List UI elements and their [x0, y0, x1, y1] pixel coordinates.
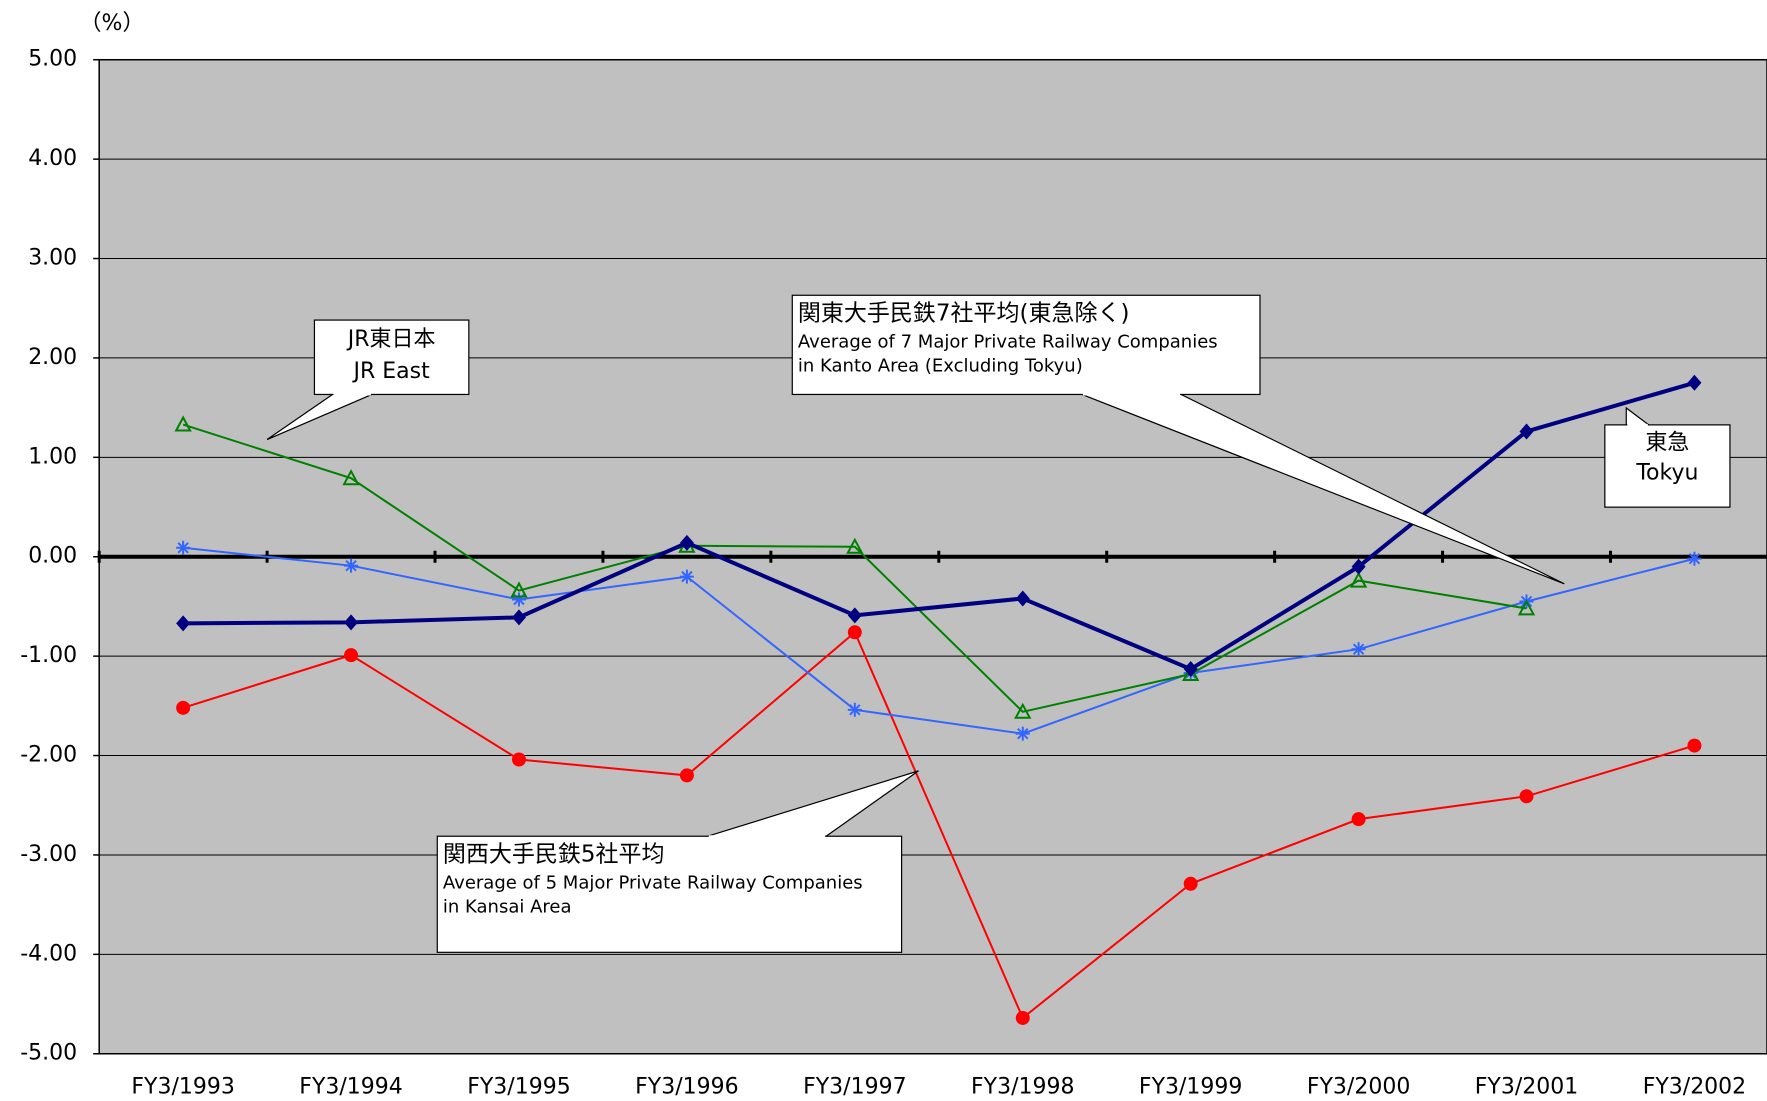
series-line	[183, 380, 1695, 672]
y-tick-label: -2.00	[20, 743, 77, 768]
series-line	[182, 630, 1695, 1020]
point	[1183, 661, 1198, 678]
point-stroke	[1017, 727, 1029, 740]
point	[1015, 726, 1030, 741]
callout-text: in Kanto Area (Excluding Tokyu)	[798, 355, 1083, 376]
series-line	[183, 546, 1695, 735]
callout-title: JR東日本	[346, 327, 436, 352]
point	[344, 614, 359, 631]
point	[176, 700, 191, 715]
point	[1349, 571, 1368, 588]
x-tick-label: FY3/1994	[299, 1075, 403, 1100]
point	[1687, 551, 1702, 566]
callout-text: Tokyu	[1635, 460, 1698, 485]
callout-box	[313, 319, 470, 396]
x-tick-label: FY3/1995	[467, 1075, 571, 1100]
point	[510, 581, 528, 598]
point	[847, 607, 862, 624]
y-tick-label: -1.00	[20, 643, 77, 668]
point	[1517, 599, 1536, 616]
y-tick-label: 0.00	[28, 544, 77, 569]
callout-box	[791, 294, 1261, 396]
point	[679, 768, 694, 783]
y-tick-label: -3.00	[20, 842, 77, 867]
x-tick-label: FY3/1993	[131, 1075, 235, 1100]
point	[1351, 642, 1366, 657]
point-stroke	[849, 704, 861, 716]
callout-text: in Kansai Area	[443, 896, 572, 917]
point-stroke	[1352, 643, 1365, 655]
callout-title: 関西大手民鉄5社平均	[443, 841, 665, 867]
point	[344, 558, 359, 573]
callout-text: Average of 5 Major Private Railway Compa…	[443, 872, 863, 893]
point	[679, 569, 694, 584]
point	[1351, 558, 1366, 575]
point	[1351, 812, 1366, 827]
point	[846, 537, 864, 554]
point	[342, 469, 360, 486]
callout-title: 関東大手民鉄7社平均(東急除く)	[798, 300, 1130, 326]
y-tick-label: 3.00	[28, 246, 77, 271]
callout-title: 東急	[1645, 430, 1689, 455]
point	[511, 752, 526, 767]
point	[1015, 1010, 1030, 1025]
point	[511, 609, 526, 626]
callout-box	[436, 835, 903, 953]
point	[1183, 876, 1198, 891]
point	[847, 625, 862, 640]
point	[1687, 738, 1702, 753]
point-stroke	[681, 570, 693, 583]
y-tick-label: -5.00	[20, 1041, 77, 1066]
point	[847, 702, 862, 717]
callout-text: Average of 7 Major Private Railway Compa…	[798, 331, 1218, 352]
x-tick-label: FY3/1997	[803, 1075, 907, 1100]
y-tick-label: 4.00	[28, 146, 77, 171]
series-line	[182, 423, 1527, 713]
point	[176, 615, 191, 632]
y-tick-label: 2.00	[28, 345, 77, 370]
x-tick-label: FY3/2000	[1307, 1075, 1411, 1100]
point	[176, 540, 191, 555]
unit-label: （%）	[80, 11, 145, 36]
callout-box	[1604, 424, 1731, 508]
point	[1014, 702, 1032, 719]
point	[1519, 789, 1534, 804]
x-tick-label: FY3/1998	[971, 1075, 1075, 1100]
y-tick-label: -4.00	[20, 941, 77, 966]
y-tick-label: 1.00	[28, 444, 77, 469]
x-tick-label: FY3/2002	[1643, 1075, 1747, 1100]
point	[344, 648, 359, 663]
point	[1015, 590, 1030, 607]
y-tick-label: 5.00	[28, 47, 77, 72]
point-stroke	[1688, 553, 1701, 565]
point	[679, 534, 694, 551]
point	[1687, 374, 1702, 391]
point-stroke	[177, 542, 189, 554]
point	[1182, 664, 1200, 682]
x-tick-label: FY3/1999	[1139, 1075, 1243, 1100]
point-stroke	[345, 559, 357, 572]
point	[174, 415, 192, 432]
callout-text: JR East	[352, 359, 431, 384]
point	[1519, 423, 1534, 440]
x-tick-label: FY3/1996	[635, 1075, 739, 1100]
x-tick-label: FY3/2001	[1475, 1075, 1579, 1100]
